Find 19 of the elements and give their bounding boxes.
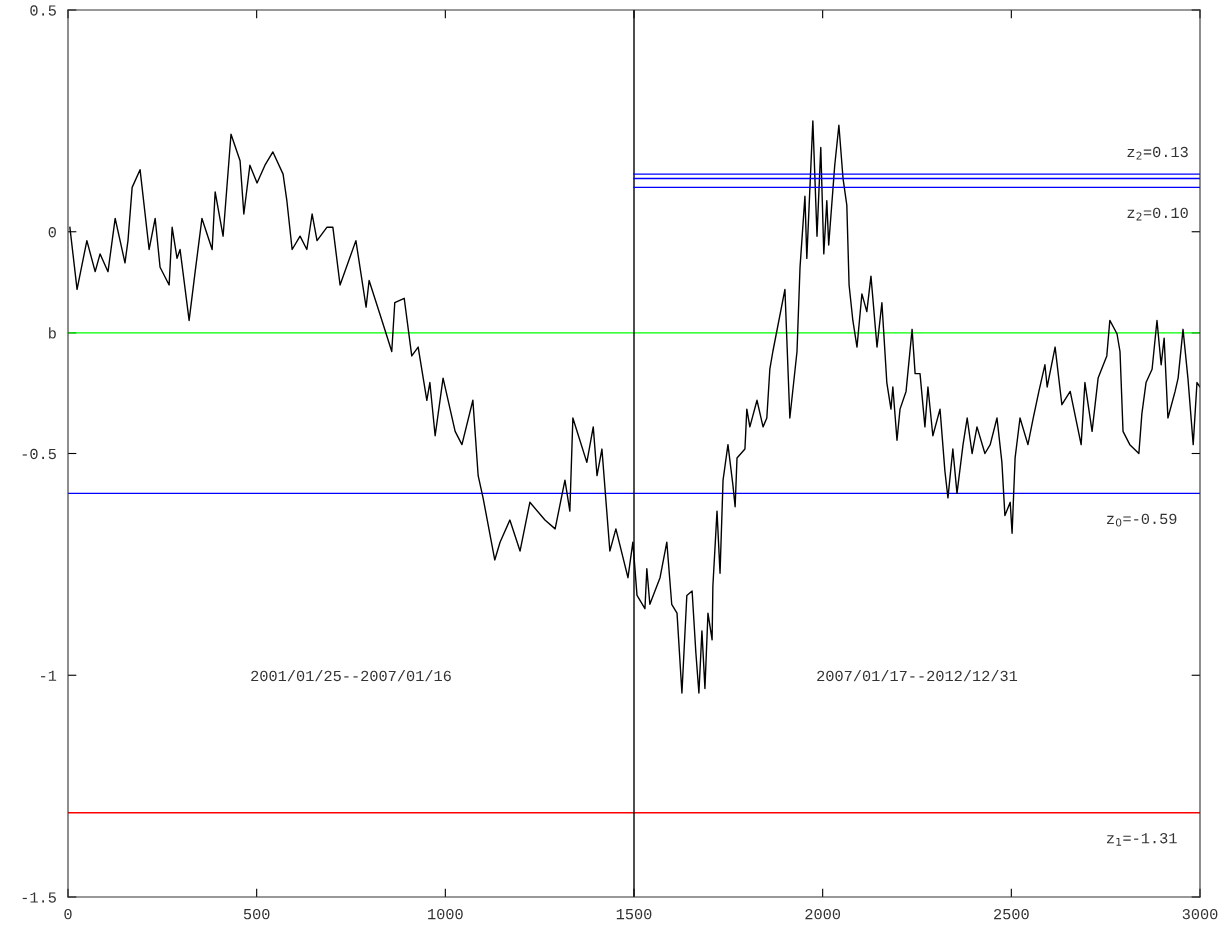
x-tick-label: 2000: [805, 908, 841, 920]
series-label: z$_{2}$=0.13: [1127, 146, 1188, 160]
annotation: 2007/01/17--2012/12/31: [817, 669, 1018, 682]
y-tick-label: 0: [48, 227, 56, 238]
y-tick-label: 0.5: [30, 5, 56, 16]
x-tick-label: 2500: [994, 908, 1029, 920]
ref-line-label: z$_{1}$=-1.31: [1107, 833, 1177, 846]
y-tick-label: b: [49, 327, 56, 339]
x-tick-label: 500: [243, 908, 270, 920]
y-tick-label: -1: [41, 670, 57, 681]
x-tick-label: 1000: [428, 908, 463, 920]
x-tick-label: 1500: [616, 908, 652, 920]
ref-line-label: z$_{0}$=-0.59: [1107, 513, 1177, 527]
annotation: 2001/01/25--2007/01/16: [251, 669, 451, 682]
y-tick-label: -1.5: [22, 892, 56, 903]
x-tick-label: 3000: [1182, 908, 1218, 920]
y-tick-label: -0.5: [22, 448, 56, 460]
x-tick-label: 0: [64, 908, 72, 920]
series-label: z$_{2}$=0.10: [1127, 207, 1188, 221]
